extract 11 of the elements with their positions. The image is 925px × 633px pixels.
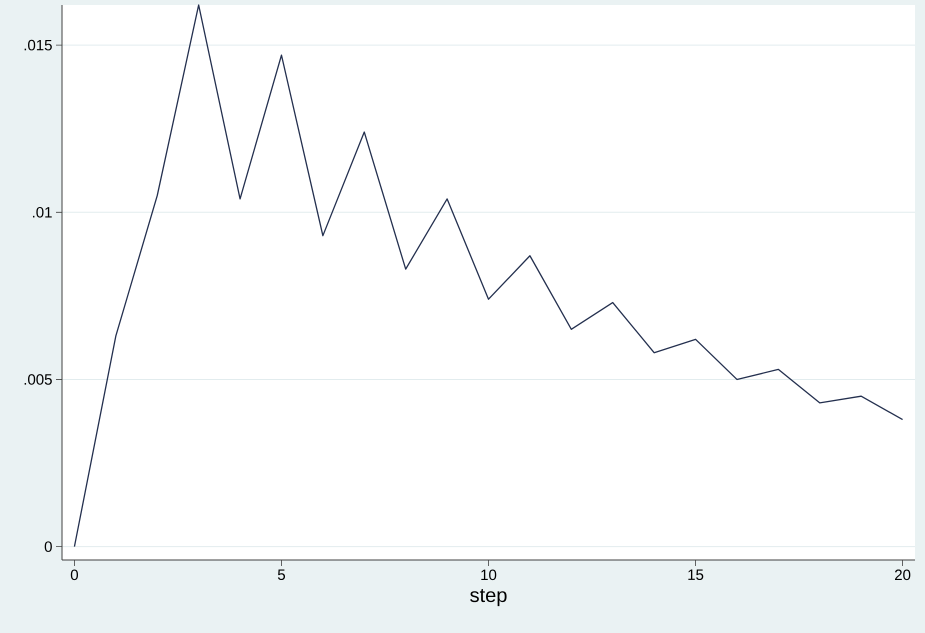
y-tick-label: .01 — [32, 206, 52, 218]
y-tick-label: .015 — [24, 40, 52, 50]
x-axis-title: step — [470, 589, 507, 606]
y-tick-label: .005 — [24, 374, 52, 385]
x-tick-label: 10 — [481, 570, 496, 580]
x-tick-label: 20 — [894, 570, 910, 580]
x-tick-label: 5 — [278, 570, 286, 580]
x-tick-label: 0 — [70, 570, 78, 580]
y-tick-label: 0 — [44, 541, 52, 552]
x-tick-label: 15 — [688, 570, 704, 580]
line-series — [74, 4, 904, 548]
